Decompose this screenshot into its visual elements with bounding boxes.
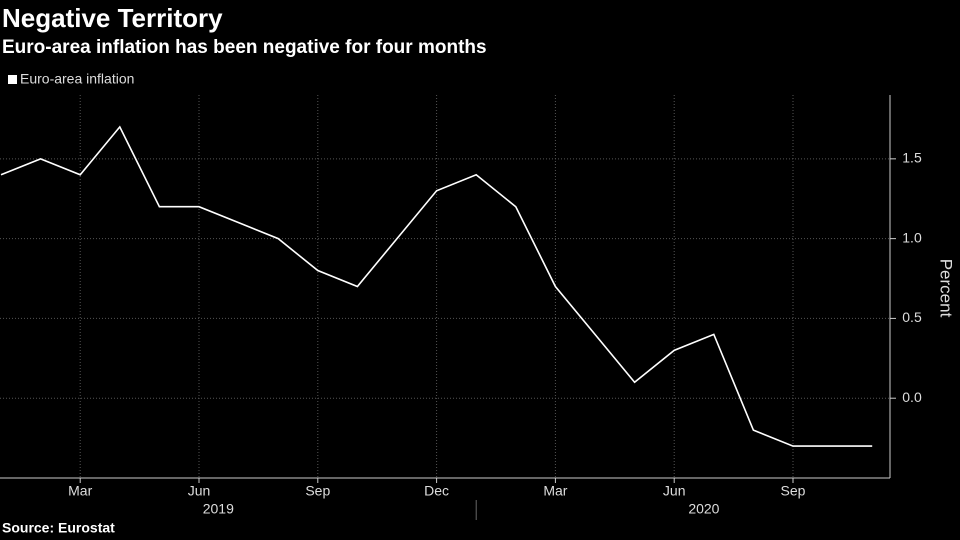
x-tick-label: Mar bbox=[543, 483, 567, 499]
y-tick-label: 0.5 bbox=[902, 309, 922, 325]
x-tick-label: Sep bbox=[305, 483, 330, 499]
year-label: 2019 bbox=[203, 501, 234, 517]
chart-title: Negative Territory bbox=[2, 3, 223, 33]
x-tick-label: Jun bbox=[188, 483, 211, 499]
x-tick-label: Jun bbox=[663, 483, 686, 499]
line bbox=[0, 125, 873, 447]
y-axis-label: Percent bbox=[937, 259, 956, 318]
x-tick-label: Sep bbox=[781, 483, 806, 499]
legend-swatch bbox=[8, 75, 17, 84]
y-tick-label: 1.0 bbox=[902, 229, 922, 245]
year-label: 2020 bbox=[688, 501, 719, 517]
legend-label: Euro-area inflation bbox=[20, 71, 134, 87]
y-tick-label: 1.5 bbox=[902, 150, 922, 166]
chart-subtitle: Euro-area inflation has been negative fo… bbox=[2, 37, 487, 58]
y-tick-label: 0.0 bbox=[902, 389, 922, 405]
x-tick-label: Dec bbox=[424, 483, 449, 499]
x-tick-label: Mar bbox=[68, 483, 92, 499]
source: Source: Eurostat bbox=[2, 520, 115, 536]
